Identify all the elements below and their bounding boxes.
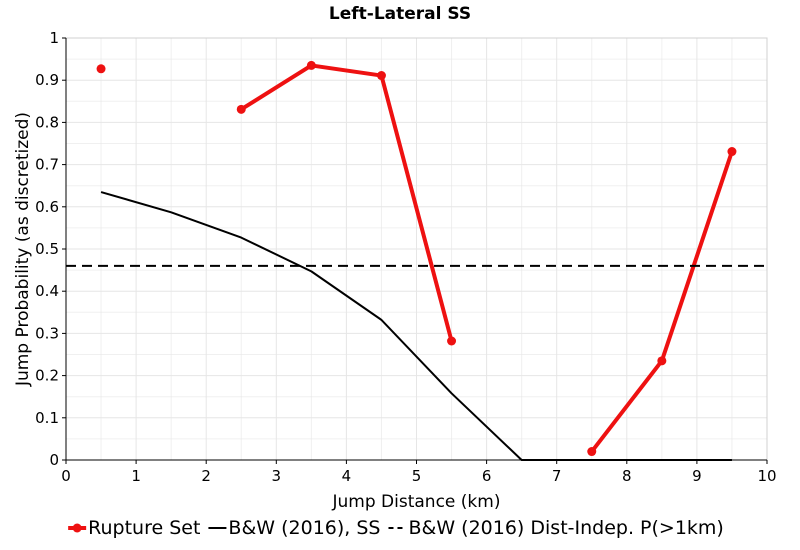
- y-tick-label: 0.5: [35, 240, 59, 258]
- x-tick-label: 4: [342, 467, 352, 485]
- x-tick-label: 2: [201, 467, 211, 485]
- y-tick-label: 0.8: [35, 113, 59, 131]
- x-axis-label: Jump Distance (km): [332, 492, 501, 512]
- y-tick-label: 0.7: [35, 156, 59, 174]
- x-tick-label: 1: [131, 467, 141, 485]
- legend-label: B&W (2016) Dist-Indep. P(>1km): [408, 517, 723, 539]
- legend-marker: [72, 523, 82, 533]
- chart-title: Left-Lateral SS: [329, 4, 471, 24]
- x-tick-label: 0: [61, 467, 71, 485]
- data-point: [96, 64, 106, 74]
- x-tick-label: 9: [692, 467, 702, 485]
- grid: [65, 37, 768, 461]
- legend-item-1: B&W (2016), SS: [208, 517, 380, 539]
- legend-label: Rupture Set: [88, 517, 200, 539]
- y-tick-label: 0.2: [35, 367, 59, 385]
- data-point: [447, 336, 457, 346]
- y-tick-label: 0.4: [35, 282, 59, 300]
- series-0: [96, 60, 737, 457]
- data-point: [236, 104, 246, 114]
- legend-item-0: Rupture Set: [68, 517, 200, 539]
- data-point: [376, 71, 386, 81]
- legend-item-2: B&W (2016) Dist-Indep. P(>1km): [388, 517, 724, 539]
- x-tick-label: 5: [412, 467, 422, 485]
- y-axis-label: Jump Probability (as discretized): [13, 112, 33, 387]
- data-point: [306, 60, 316, 70]
- y-tick-label: 0.6: [35, 198, 59, 216]
- y-tick-label: 1: [49, 29, 59, 47]
- y-tick-label: 0.1: [35, 409, 59, 427]
- y-tick-label: 0.9: [35, 71, 59, 89]
- data-point: [587, 447, 597, 457]
- legend-label: B&W (2016), SS: [228, 517, 380, 539]
- x-tick-label: 3: [272, 467, 282, 485]
- x-tick-label: 6: [482, 467, 492, 485]
- data-point: [657, 356, 667, 366]
- y-tick-label: 0.3: [35, 324, 59, 342]
- x-tick-label: 7: [552, 467, 562, 485]
- x-tick-label: 8: [622, 467, 632, 485]
- y-tick-label: 0: [49, 451, 59, 469]
- legend-items: Rupture Set B&W (2016), SS B&W (2016) Dist…: [68, 517, 724, 539]
- axes: 0 1 2 3 4 5 6 7 8 9 10 0 0.1 0.2 0.3 0.4 0.5 0.6 0.7 0.8 0.9…: [35, 29, 776, 485]
- data-point: [727, 147, 737, 157]
- series-line: [240, 63, 454, 342]
- x-tick-label: 10: [757, 467, 776, 485]
- legend: Rupture Set B&W (2016), SS B&W (2016) Dist…: [68, 517, 724, 539]
